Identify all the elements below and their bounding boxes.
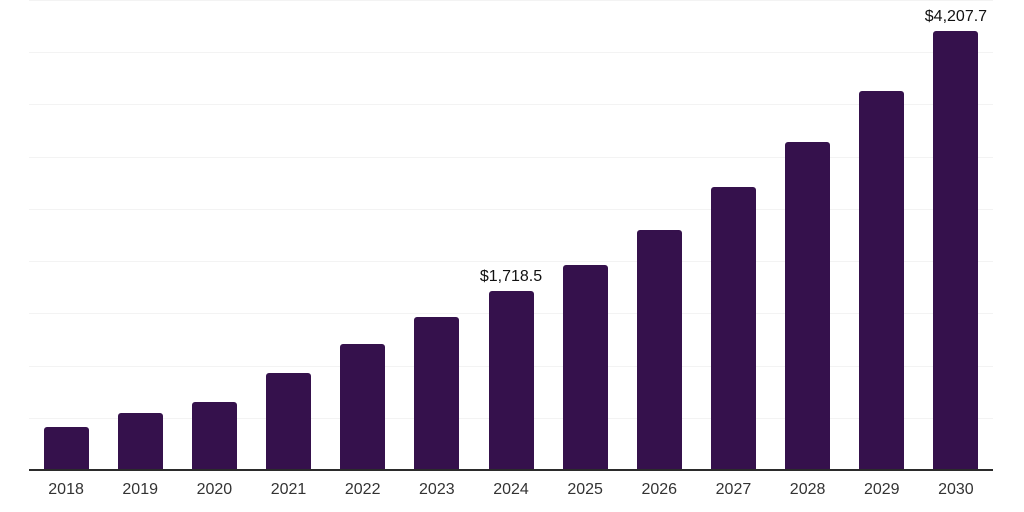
gridline <box>29 156 993 158</box>
bar-2027 <box>710 187 756 470</box>
gridline <box>29 261 993 263</box>
x-axis-line <box>29 469 993 471</box>
x-tick-label-2030: 2030 <box>938 481 974 498</box>
bar-2025 <box>562 264 608 470</box>
x-tick-label-2027: 2027 <box>715 481 752 498</box>
x-axis-labels: 2018 2019 2020 2021 2022 2023 2024 2025 2026 2027… <box>29 481 993 503</box>
gridline <box>29 0 993 1</box>
x-tick-label-2019: 2019 <box>122 481 158 498</box>
plot-area: $1,718.5 $4,207.7 <box>29 0 993 471</box>
bar-2026 <box>636 230 682 470</box>
bar-2018 <box>43 426 89 470</box>
x-tick-label-2029: 2029 <box>863 481 900 498</box>
x-tick-label-2021: 2021 <box>270 481 307 498</box>
gridline <box>29 52 993 54</box>
x-tick-label-2018: 2018 <box>48 481 84 498</box>
bar-2023 <box>414 317 460 470</box>
bar-2021 <box>266 373 312 470</box>
x-tick-label-2020: 2020 <box>196 481 233 498</box>
bar-value-label-2024: $1,718.5 <box>479 267 543 285</box>
x-tick-label-2026: 2026 <box>641 481 678 498</box>
x-tick-label-2025: 2025 <box>567 481 603 498</box>
x-tick-label-2028: 2028 <box>789 481 826 498</box>
bar-2024 <box>488 290 534 470</box>
bar-2028 <box>785 142 831 470</box>
x-tick-label-2022: 2022 <box>344 481 381 498</box>
bar-2019 <box>117 412 163 470</box>
bar-2030 <box>933 30 979 470</box>
x-tick-label-2023: 2023 <box>419 481 455 498</box>
gridline <box>29 104 993 106</box>
bar-2029 <box>859 90 905 470</box>
x-tick-label-2024: 2024 <box>493 481 529 498</box>
bar-2020 <box>191 401 237 470</box>
gridline <box>29 208 993 210</box>
bar-2022 <box>340 343 386 470</box>
bar-value-label-2030: $4,207.7 <box>924 7 988 25</box>
